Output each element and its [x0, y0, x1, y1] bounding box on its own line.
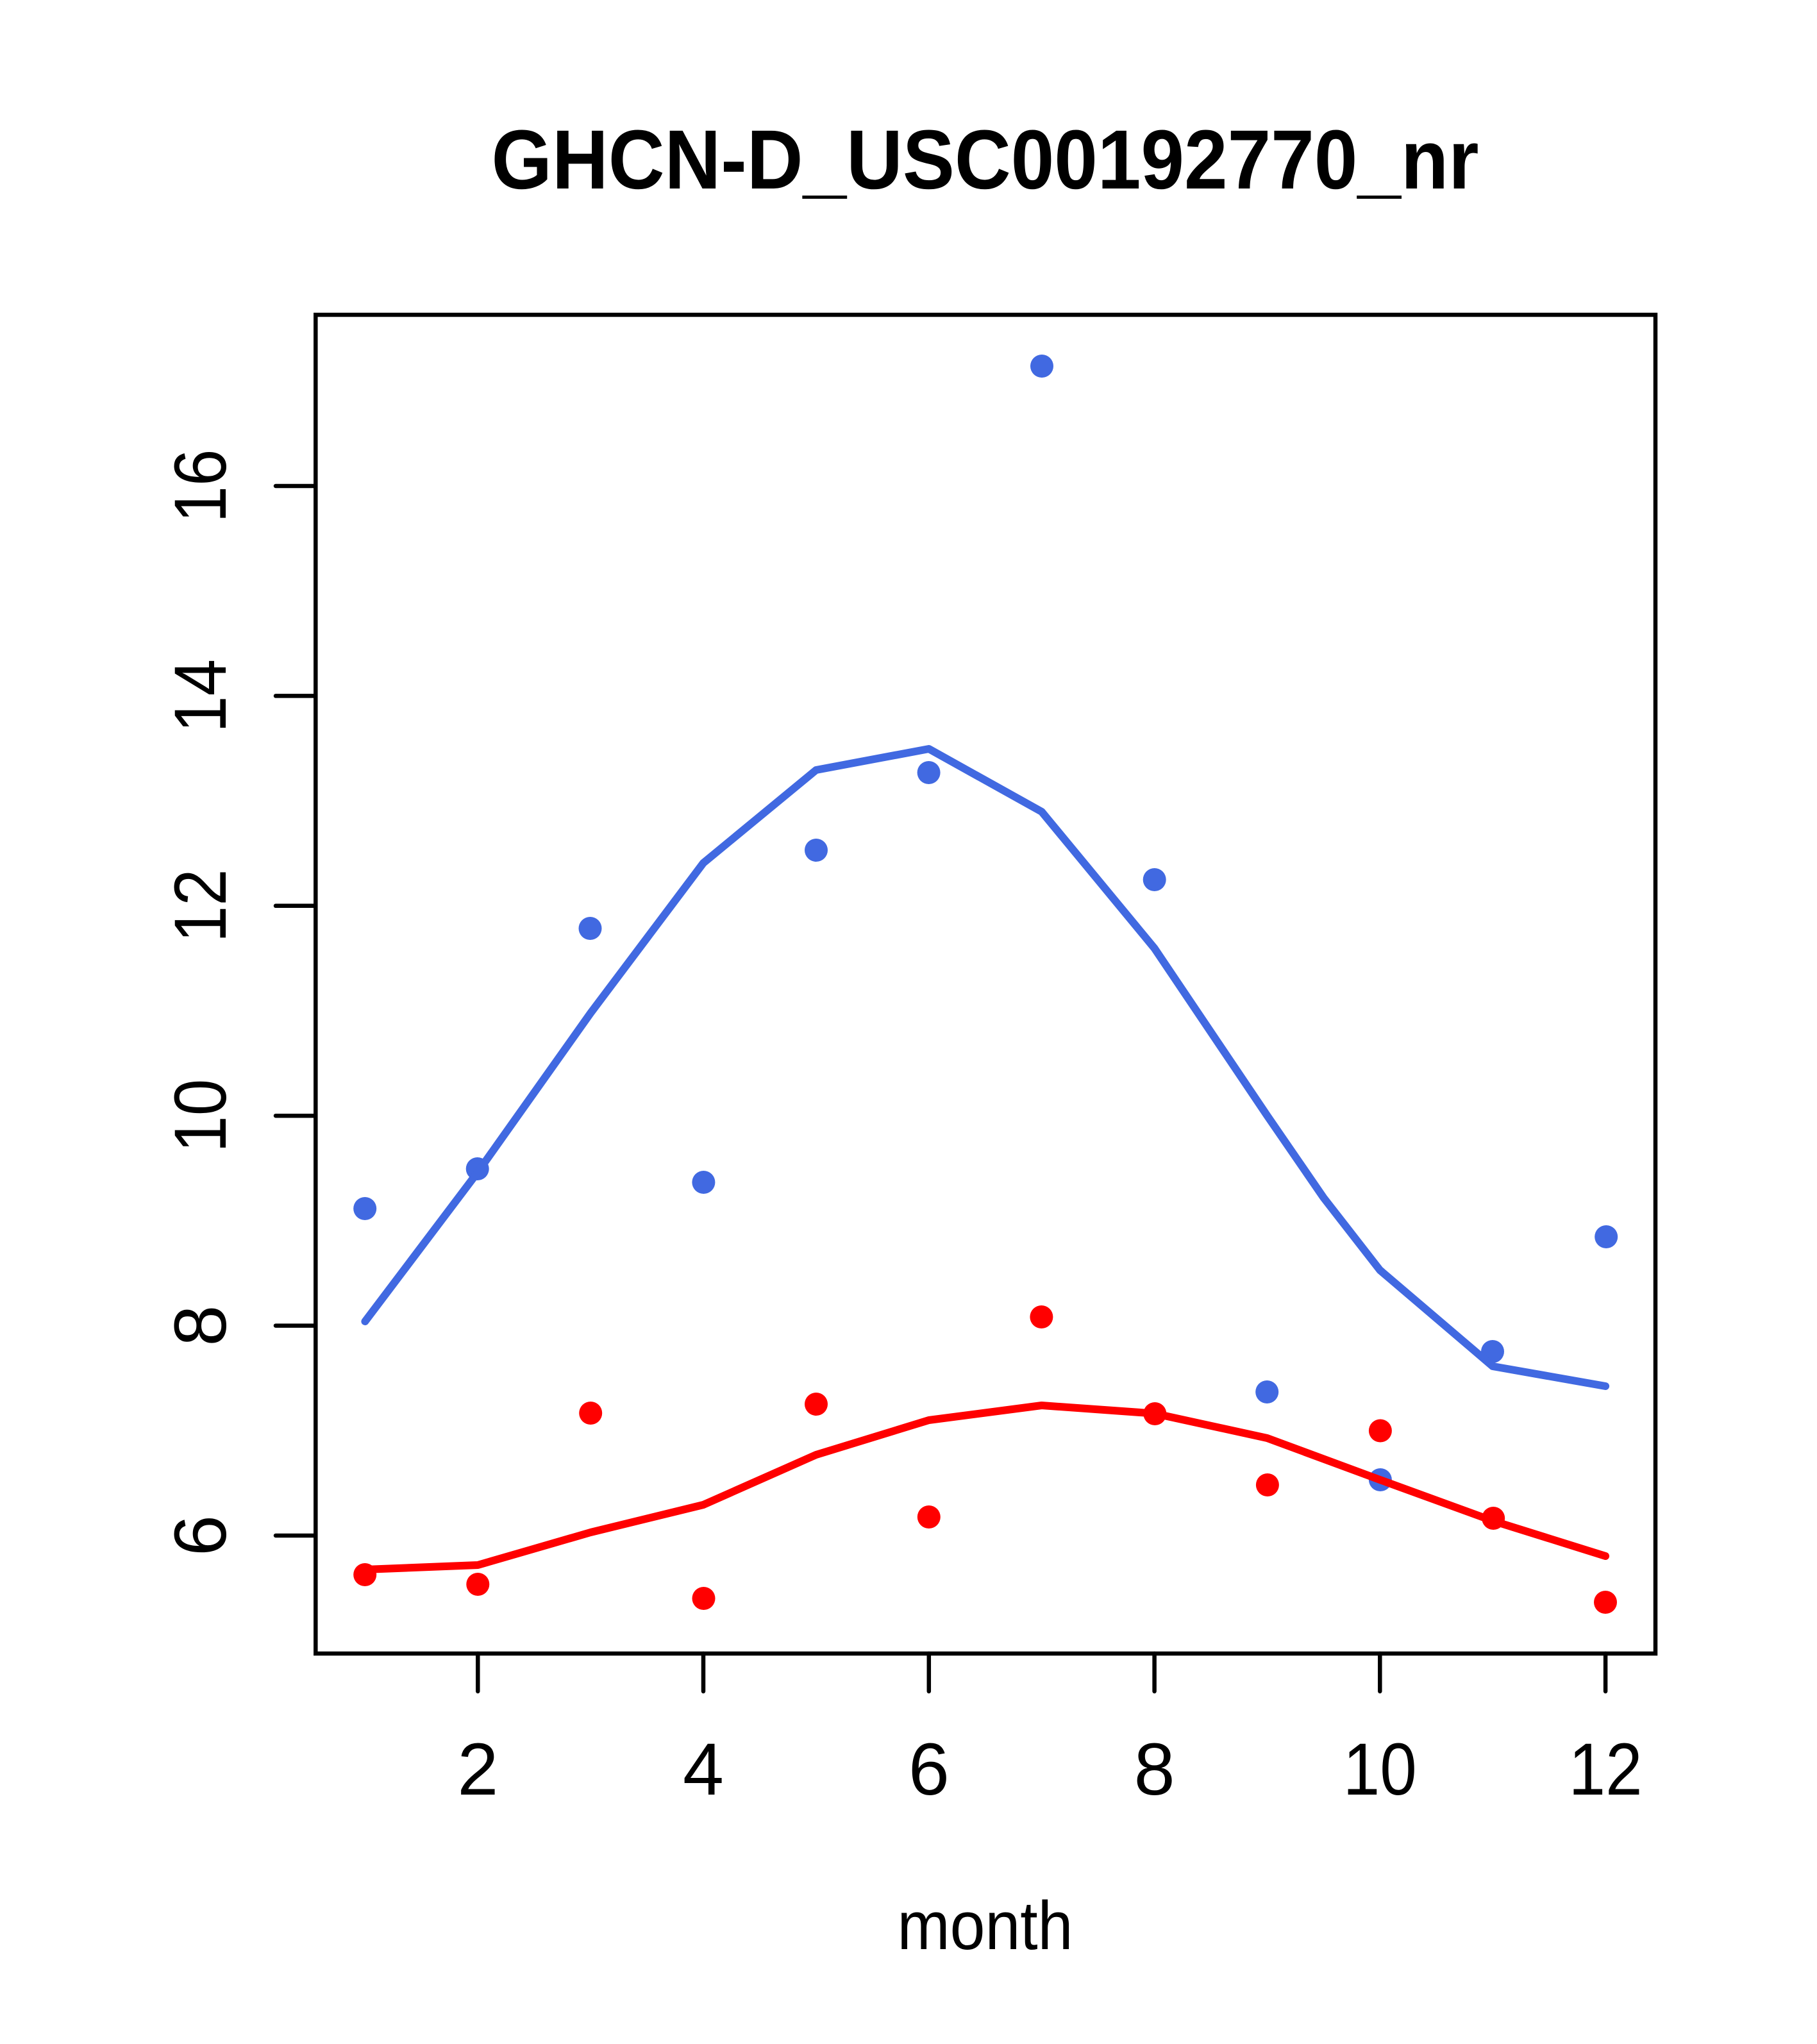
svg-text:10: 10: [160, 1079, 242, 1153]
svg-text:month: month: [898, 1887, 1073, 1964]
svg-text:GHCN-D_USC00192770_nr: GHCN-D_USC00192770_nr: [492, 112, 1479, 206]
svg-text:12: 12: [1569, 1729, 1643, 1811]
svg-text:2: 2: [457, 1729, 498, 1811]
svg-text:16: 16: [160, 449, 242, 523]
svg-text:14: 14: [160, 659, 242, 733]
svg-text:8: 8: [160, 1305, 242, 1346]
svg-text:8: 8: [1134, 1729, 1175, 1811]
svg-text:4: 4: [683, 1729, 724, 1811]
svg-text:12: 12: [160, 869, 242, 942]
svg-text:6: 6: [160, 1515, 242, 1556]
svg-text:6: 6: [908, 1729, 950, 1811]
svg-text:10: 10: [1343, 1729, 1417, 1811]
